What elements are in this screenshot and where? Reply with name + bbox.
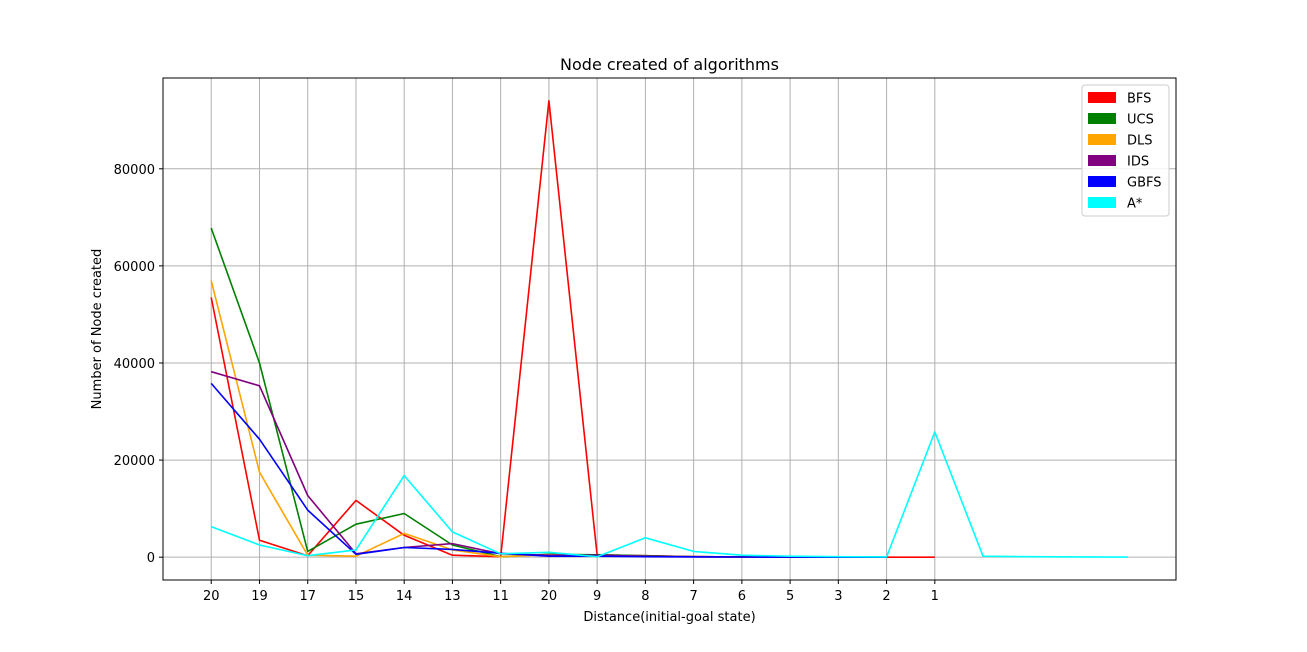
y-tick-label: 60000 [114,260,155,275]
plot-background [163,78,1176,580]
legend-swatch [1088,176,1116,187]
x-tick-label: 5 [786,589,794,604]
legend-swatch [1088,134,1116,145]
y-tick-label: 0 [147,551,155,566]
legend-label: UCS [1127,113,1154,128]
legend: BFS UCS DLS IDS GBFS A* [1081,84,1170,217]
y-axis-label: Number of Node created [90,249,105,410]
x-tick-label: 2 [882,589,890,604]
legend-label: BFS [1127,92,1151,107]
x-tick-label: 14 [396,589,413,604]
legend-label: IDS [1127,155,1149,170]
legend-swatch [1088,113,1116,124]
x-tick-label: 11 [492,589,509,604]
legend-label: DLS [1127,134,1153,149]
legend-swatch [1088,92,1116,103]
series-line-astar [210,431,1128,558]
legend-box [1081,84,1170,217]
x-tick-label: 13 [444,589,461,604]
x-tick-label: 20 [203,589,220,604]
y-axis: 0 20000 40000 60000 80000 [114,163,163,566]
x-axis: 20 19 17 15 14 13 11 20 9 8 7 6 5 3 2 1 [203,580,939,604]
x-tick-label: 9 [593,589,601,604]
x-tick-label: 17 [299,589,316,604]
series-line-gbfs [210,382,887,559]
y-tick-label: 20000 [114,454,155,469]
y-tick-label: 80000 [114,163,155,178]
x-tick-label: 19 [251,589,268,604]
legend-swatch [1088,155,1116,166]
legend-label: GBFS [1127,176,1162,191]
chart-title: Node created of algorithms [560,55,779,74]
legend-label: A* [1127,197,1143,212]
plot-frame [162,77,1177,581]
x-tick-label: 8 [641,589,649,604]
legend-swatch [1088,197,1116,208]
x-tick-label: 20 [541,589,558,604]
x-tick-label: 6 [738,589,746,604]
x-axis-label: Distance(initial-goal state) [583,610,755,625]
grid-lines [163,78,1176,580]
series-lines [210,100,1128,559]
x-tick-label: 1 [931,589,939,604]
y-tick-label: 40000 [114,357,155,372]
x-tick-label: 15 [348,589,365,604]
x-tick-label: 3 [834,589,842,604]
x-tick-label: 7 [689,589,697,604]
